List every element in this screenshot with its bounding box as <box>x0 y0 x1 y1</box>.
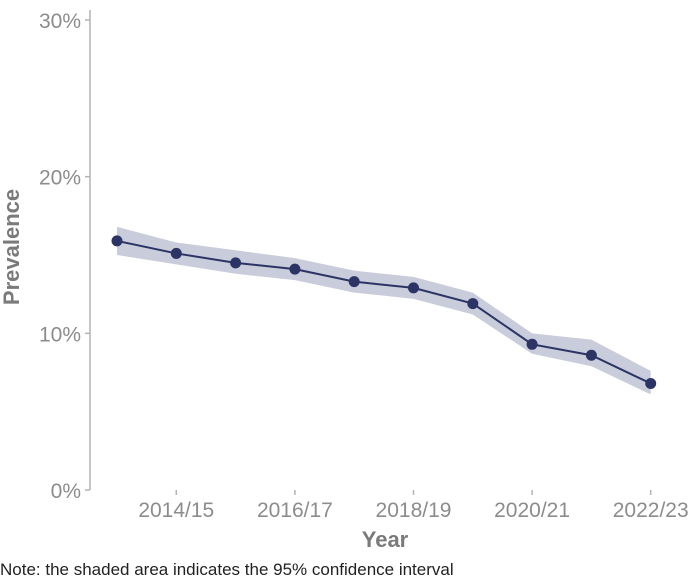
x-axis-title: Year <box>362 527 409 552</box>
x-tick-label: 2016/17 <box>257 499 333 522</box>
x-axis-ticks: 2014/15 2016/17 2018/19 2020/21 2022/23 <box>138 490 689 522</box>
chart-note: Note: the shaded area indicates the 95% … <box>0 560 454 579</box>
data-point <box>348 276 360 288</box>
data-point <box>645 377 657 389</box>
y-tick-label: 10% <box>39 323 81 346</box>
y-axis-ticks: 0% 10% 20% 30% <box>39 10 90 503</box>
y-tick-label: 30% <box>39 10 81 33</box>
y-tick-label: 0% <box>51 480 81 503</box>
data-point <box>230 257 242 269</box>
data-points <box>111 235 657 389</box>
data-point <box>526 338 538 350</box>
y-tick-label: 20% <box>39 167 81 190</box>
x-tick-label: 2022/23 <box>613 499 689 522</box>
x-tick-label: 2014/15 <box>138 499 214 522</box>
data-point <box>170 247 182 259</box>
x-tick-label: 2020/21 <box>494 499 570 522</box>
data-point <box>467 298 479 310</box>
x-tick-label: 2018/19 <box>376 499 452 522</box>
confidence-interval-band <box>117 226 651 395</box>
y-axis-title: Prevalence <box>0 189 24 305</box>
data-point <box>111 235 123 247</box>
prevalence-series-line <box>116 239 652 385</box>
data-point <box>585 349 597 361</box>
data-point <box>408 282 419 294</box>
prevalence-line-chart: 0% 10% 20% 30% 2014/15 2016/17 2018/19 2020/21… <box>0 10 689 552</box>
data-point <box>289 263 301 275</box>
